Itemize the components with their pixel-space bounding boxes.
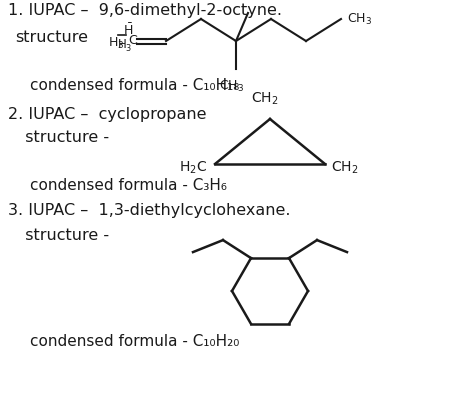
Text: 3. IUPAC –  1,3-diethylcyclohexane.: 3. IUPAC – 1,3-diethylcyclohexane. xyxy=(8,204,291,219)
Text: condensed formula - C₁₀H₂₀: condensed formula - C₁₀H₂₀ xyxy=(30,333,239,348)
Text: $\mathsf{CH_2}$: $\mathsf{CH_2}$ xyxy=(331,160,358,176)
Text: condensed formula - C₁₀H₁₈: condensed formula - C₁₀H₁₈ xyxy=(30,78,239,93)
Text: C: C xyxy=(128,34,137,48)
Text: $\mathsf{H_2C}$: $\mathsf{H_2C}$ xyxy=(179,160,207,176)
Text: condensed formula - C₃H₆: condensed formula - C₃H₆ xyxy=(30,179,227,194)
Text: structure: structure xyxy=(15,30,88,46)
Text: $\mathregular{\bar{H}}$: $\mathregular{\bar{H}}$ xyxy=(123,23,133,38)
Text: $\mathsf{CH_3}$: $\mathsf{CH_3}$ xyxy=(347,11,372,27)
Text: $\mathregular{H_3^{\;\;}}$: $\mathregular{H_3^{\;\;}}$ xyxy=(117,38,132,54)
Text: $\mathsf{H_3}$: $\mathsf{H_3}$ xyxy=(108,36,124,51)
Text: $\mathsf{CH_3}$: $\mathsf{CH_3}$ xyxy=(219,79,245,94)
Text: 2. IUPAC –  cyclopropane: 2. IUPAC – cyclopropane xyxy=(8,107,207,122)
Text: $\mathsf{CH_2}$: $\mathsf{CH_2}$ xyxy=(251,91,279,107)
Text: structure -: structure - xyxy=(15,228,109,244)
Text: structure -: structure - xyxy=(15,131,109,145)
Text: $\mathsf{CH_3}$: $\mathsf{CH_3}$ xyxy=(250,0,275,3)
Text: 1. IUPAC –  9,6-dimethyl-2-octyne.: 1. IUPAC – 9,6-dimethyl-2-octyne. xyxy=(8,4,282,19)
